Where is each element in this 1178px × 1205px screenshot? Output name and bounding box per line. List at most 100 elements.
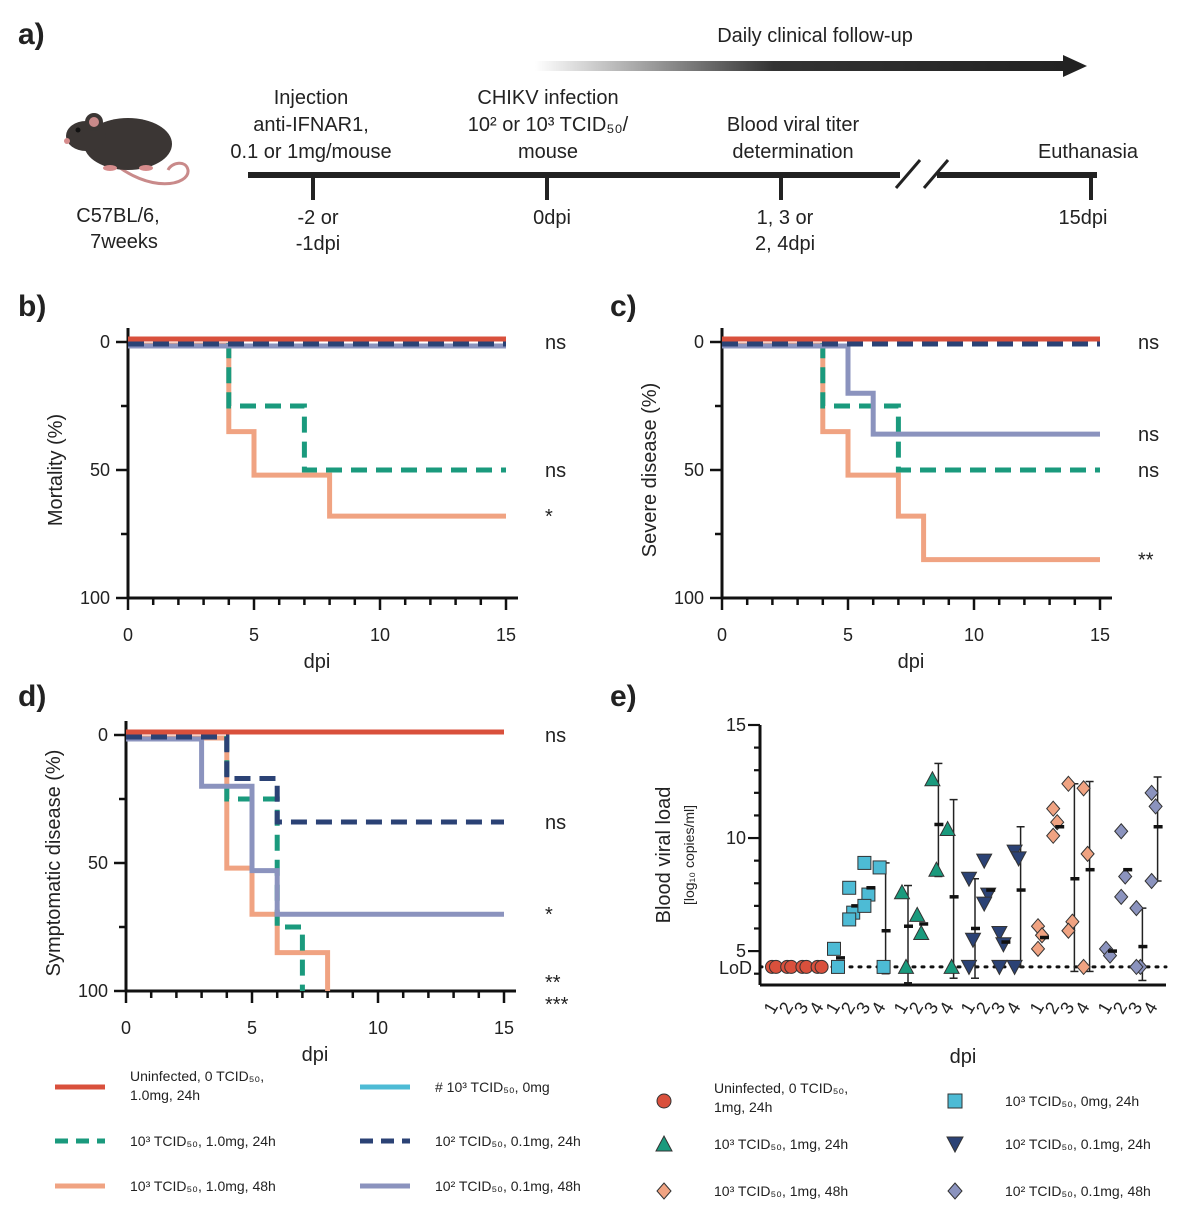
marker-diamond bbox=[947, 1182, 963, 1200]
x-tick-label: 5 bbox=[249, 625, 259, 645]
legend-line-text-0: Uninfected, 0 TCID₅₀, bbox=[130, 1068, 264, 1084]
marker-triangle-up bbox=[655, 1134, 673, 1152]
marker-triangle-down bbox=[960, 871, 978, 888]
marker-triangle-up bbox=[924, 770, 941, 787]
x-tick-label: 15 bbox=[496, 625, 516, 645]
mouse-age-label: 7weeks bbox=[90, 231, 158, 253]
marker-square bbox=[872, 860, 887, 875]
legend-marker-c102_01mg_24h: 10² TCID₅₀, 0.1mg, 24h bbox=[946, 1136, 1151, 1154]
marker-square bbox=[842, 880, 857, 895]
legend-line-text-0: 10³ TCID₅₀, 1.0mg, 48h bbox=[130, 1178, 276, 1194]
y-axis-label: Severe disease (%) bbox=[639, 383, 661, 558]
event-titer-line2: determination bbox=[732, 141, 853, 163]
marker-triangle-down bbox=[964, 932, 982, 949]
legend-marker-text-0: 10² TCID₅₀, 0.1mg, 24h bbox=[1005, 1136, 1151, 1152]
marker-square bbox=[857, 855, 872, 870]
x-axis-label: dpi bbox=[304, 651, 331, 673]
y-tick-label: 15 bbox=[726, 715, 746, 735]
axis-break-icon bbox=[894, 159, 922, 189]
event-injection-line3: 0.1 or 1mg/mouse bbox=[230, 141, 391, 163]
marker-diamond bbox=[1114, 822, 1129, 840]
marker-square bbox=[857, 898, 872, 913]
legend-marker-c103_0mg: 10³ TCID₅₀, 0mg, 24h bbox=[947, 1093, 1139, 1109]
event-titer-time2: 2, 4dpi bbox=[755, 233, 815, 255]
significance-label-c103_1mg_24h: ** bbox=[545, 972, 561, 994]
legend-marker-c103_1mg_48h: 10³ TCID₅₀, 1mg, 48h bbox=[656, 1182, 848, 1200]
event-titer-time1: 1, 3 or bbox=[757, 207, 814, 229]
marker-triangle-up bbox=[939, 820, 956, 836]
significance-label-c102_01mg_48h: * bbox=[545, 904, 553, 926]
mouse-strain-label: C57BL/6, bbox=[76, 205, 159, 227]
marker-square bbox=[947, 1093, 963, 1109]
event-euthanasia-time: 15dpi bbox=[1059, 207, 1108, 229]
legend-line-uninfected: Uninfected, 0 TCID₅₀, 1.0mg, 24h bbox=[55, 1068, 264, 1103]
marker-diamond bbox=[1129, 958, 1144, 976]
marker-diamond bbox=[1144, 784, 1159, 802]
x-tick-label: 10 bbox=[964, 625, 984, 645]
legend-line-text-1: 1.0mg, 24h bbox=[130, 1087, 200, 1103]
y-tick-label: 50 bbox=[90, 460, 110, 480]
marker-diamond bbox=[1061, 775, 1076, 793]
event-infection-time: 0dpi bbox=[533, 207, 571, 229]
event-injection-time1: -2 or bbox=[297, 207, 338, 229]
marker-triangle-down bbox=[1010, 851, 1027, 867]
significance-label-c103_1mg_48h: ** bbox=[1138, 550, 1154, 572]
significance-label-uninfected: ns bbox=[545, 332, 566, 354]
x-tick-label: 0 bbox=[123, 625, 133, 645]
marker-triangle-down bbox=[991, 926, 1008, 942]
marker-diamond bbox=[1030, 940, 1046, 958]
y-tick-label: 100 bbox=[78, 981, 108, 1001]
y-tick-label: 0 bbox=[98, 725, 108, 745]
event-infection-line3: mouse bbox=[518, 141, 578, 163]
chart-c: 0 5 10 15 0 50 100 dpi Severe disease (%) ns ns ns *… bbox=[639, 328, 1159, 673]
marker-square bbox=[827, 941, 841, 956]
y-tick-label: 0 bbox=[694, 332, 704, 352]
marker-triangle-up bbox=[943, 958, 960, 974]
series-line-c102_01mg_48h bbox=[126, 736, 504, 917]
legend-line-c102_01mg_48h: 10² TCID₅₀, 0.1mg, 48h bbox=[360, 1178, 581, 1194]
legend-line-text-0: # 10³ TCID₅₀, 0mg bbox=[435, 1079, 550, 1095]
legend-marker-text-0: 10² TCID₅₀, 0.1mg, 48h bbox=[1005, 1183, 1151, 1199]
marker-diamond bbox=[1080, 845, 1095, 863]
marker-triangle-up bbox=[897, 958, 915, 974]
x-tick-label: 15 bbox=[1090, 625, 1110, 645]
y-tick-label: 100 bbox=[674, 588, 704, 608]
series-line-c103_1mg_24h bbox=[128, 340, 506, 473]
marker-triangle-up bbox=[912, 924, 930, 940]
panel-label-a: a) bbox=[18, 18, 45, 51]
legend-line-c103_0mg: # 10³ TCID₅₀, 0mg bbox=[360, 1079, 550, 1095]
significance-label-c103_1mg_24h: ns bbox=[1138, 460, 1159, 482]
y-axis-label: Mortality (%) bbox=[45, 414, 67, 526]
marker-diamond bbox=[1144, 872, 1159, 890]
marker-diamond bbox=[1046, 800, 1061, 817]
marker-circle bbox=[656, 1093, 672, 1109]
marker-triangle-down bbox=[946, 1136, 964, 1154]
x-tick-label: 10 bbox=[370, 625, 390, 645]
panel-label-b: b) bbox=[18, 290, 46, 323]
series-line-c103_1mg_24h bbox=[722, 340, 1100, 473]
marker-triangle-down bbox=[991, 959, 1008, 976]
y-tick-label: 5 bbox=[736, 941, 746, 961]
marker-triangle-down bbox=[960, 959, 978, 976]
followup-label: Daily clinical follow-up bbox=[717, 25, 913, 47]
x-tick-label: 5 bbox=[247, 1018, 257, 1038]
y-axis-sublabel: [log₁₀ copies/ml] bbox=[681, 805, 697, 905]
marker-triangle-down bbox=[995, 937, 1012, 953]
marker-diamond bbox=[1076, 780, 1091, 797]
significance-label-c103_1mg_48h: * bbox=[545, 506, 553, 528]
legend-marker-text-0: 10³ TCID₅₀, 1mg, 48h bbox=[714, 1183, 848, 1199]
event-injection-line1: Injection bbox=[274, 87, 349, 109]
x-tick-label: 10 bbox=[368, 1018, 388, 1038]
event-injection-time2: -1dpi bbox=[296, 233, 340, 255]
marker-diamond bbox=[1118, 868, 1133, 885]
y-axis-label: Symptomatic disease (%) bbox=[43, 750, 65, 977]
marker-diamond bbox=[1148, 798, 1163, 815]
x-tick-label: 15 bbox=[494, 1018, 514, 1038]
marker-diamond bbox=[1046, 827, 1061, 845]
